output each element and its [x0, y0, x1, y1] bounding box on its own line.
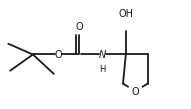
Text: OH: OH: [118, 9, 133, 19]
Text: O: O: [76, 22, 83, 32]
Text: N: N: [99, 49, 106, 60]
Text: O: O: [132, 87, 139, 97]
Text: H: H: [99, 65, 105, 74]
Text: O: O: [55, 49, 62, 60]
